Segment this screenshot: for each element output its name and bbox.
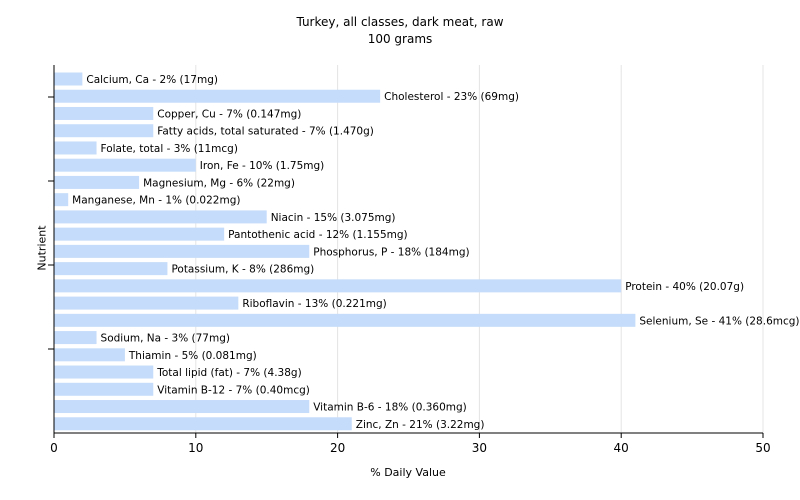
x-tick-label: 40 xyxy=(614,441,629,455)
bar xyxy=(54,210,267,224)
chart-subtitle: 100 grams xyxy=(367,32,433,46)
bar-label: Vitamin B-6 - 18% (0.360mg) xyxy=(313,402,467,414)
bar-label: Protein - 40% (20.07g) xyxy=(625,281,744,293)
bar-label: Selenium, Se - 41% (28.6mcg) xyxy=(639,315,799,327)
bar-label: Riboflavin - 13% (0.221mg) xyxy=(242,298,386,310)
bar xyxy=(54,279,622,293)
bar-label: Calcium, Ca - 2% (17mg) xyxy=(86,74,218,86)
bar xyxy=(54,313,636,327)
x-tick-label: 10 xyxy=(188,441,203,455)
bar xyxy=(54,296,239,310)
bar-label: Pantothenic acid - 12% (1.155mg) xyxy=(228,229,407,241)
bar-label: Magnesium, Mg - 6% (22mg) xyxy=(143,177,295,189)
bar xyxy=(54,365,154,379)
bar-label: Total lipid (fat) - 7% (4.38g) xyxy=(156,367,301,379)
bar-label: Vitamin B-12 - 7% (0.40mcg) xyxy=(157,384,310,396)
bar-label: Thiamin - 5% (0.081mg) xyxy=(128,350,257,362)
bar xyxy=(54,331,97,345)
chart-title: Turkey, all classes, dark meat, raw xyxy=(296,15,504,29)
bar xyxy=(54,72,83,86)
bar xyxy=(54,244,310,258)
x-tick-label: 20 xyxy=(330,441,345,455)
bar xyxy=(54,400,310,414)
bar-label: Zinc, Zn - 21% (3.22mg) xyxy=(356,419,485,431)
x-tick-label: 30 xyxy=(472,441,487,455)
bar-label: Fatty acids, total saturated - 7% (1.470… xyxy=(157,126,374,138)
bar-label: Manganese, Mn - 1% (0.022mg) xyxy=(72,195,240,207)
bar xyxy=(54,348,125,362)
x-tick-label: 50 xyxy=(755,441,770,455)
bar-label: Sodium, Na - 3% (77mg) xyxy=(101,333,230,345)
bar xyxy=(54,175,140,189)
bar xyxy=(54,124,154,138)
bar-label: Phosphorus, P - 18% (184mg) xyxy=(313,246,469,258)
bar-label: Cholesterol - 23% (69mg) xyxy=(384,91,519,103)
bar xyxy=(54,193,69,207)
bar xyxy=(54,417,352,431)
bar-label: Iron, Fe - 10% (1.75mg) xyxy=(200,160,324,172)
x-axis-label: % Daily Value xyxy=(370,466,446,479)
bar xyxy=(54,89,381,103)
bar xyxy=(54,382,154,396)
bar xyxy=(54,158,196,172)
bar xyxy=(54,106,154,120)
bar xyxy=(54,262,168,276)
bar-label: Folate, total - 3% (11mcg) xyxy=(101,143,238,155)
bar-label: Potassium, K - 8% (286mg) xyxy=(171,264,314,276)
x-tick-label: 0 xyxy=(50,441,58,455)
bar-label: Niacin - 15% (3.075mg) xyxy=(271,212,396,224)
bar xyxy=(54,227,225,241)
bar-label: Copper, Cu - 7% (0.147mg) xyxy=(157,108,301,120)
bar xyxy=(54,141,97,155)
y-axis-label: Nutrient xyxy=(35,225,49,271)
